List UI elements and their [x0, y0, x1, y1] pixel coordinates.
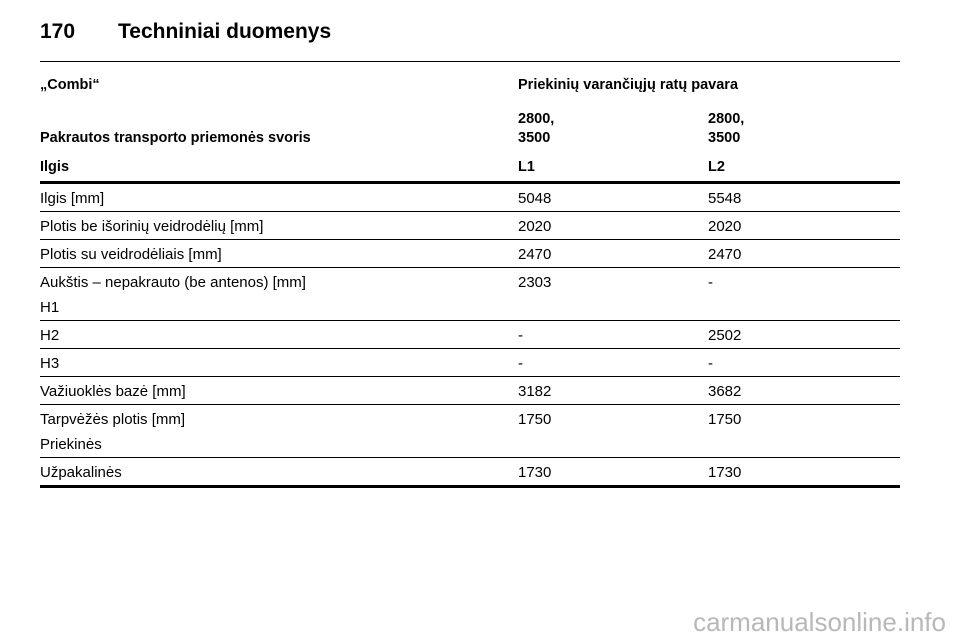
table-row: H3- -: [40, 348, 901, 377]
table-cell: 2502: [708, 320, 901, 349]
table-cell: -: [708, 348, 901, 377]
table-cell: Užpakalinės: [40, 457, 518, 488]
header-row: „Combi“ Priekinių varančiųjų ratų pavara: [40, 76, 900, 101]
table-cell: 1750: [708, 404, 901, 458]
table-row: Tarpvėžės plotis [mm] Priekinės 1750 1750: [40, 404, 901, 458]
page-title: Techniniai duomenys: [118, 20, 332, 43]
table-cell: 1730: [708, 457, 901, 488]
header-cell: 2800, 3500: [708, 111, 745, 146]
table-row: Ilgis [mm] 5048 5548: [40, 182, 901, 212]
table-cell: 5048: [518, 182, 708, 212]
table-cell: 2470: [708, 239, 901, 268]
table-cell: -: [518, 320, 708, 349]
table-cell: 3182: [518, 376, 708, 405]
table-cell: Tarpvėžės plotis [mm] Priekinės: [40, 404, 518, 458]
table-cell: 2470: [518, 239, 708, 268]
table-cell: 1730: [518, 457, 708, 488]
header-row: Ilgis L1 L2: [40, 152, 901, 184]
header-rule: [40, 61, 900, 62]
table-row: Plotis be išorinių veidrodėlių [mm] 2020 2…: [40, 211, 901, 240]
page-number: 170: [40, 20, 76, 43]
table-cell: Plotis be išorinių veidrodėlių [mm]: [40, 211, 518, 240]
table-cell: 1750: [518, 404, 708, 458]
header-cell: L1: [518, 152, 708, 184]
spec-table: „Combi“ Priekinių varančiųjų ratų pavara P…: [40, 76, 901, 488]
table-row: Plotis su veidrodėliais [mm] 2470 2470: [40, 239, 901, 268]
header-row: Pakrautos transporto priemonės svoris 280…: [40, 101, 900, 152]
table-cell: Važiuoklės bazė [mm]: [40, 376, 518, 405]
header-cell: L2: [708, 152, 901, 184]
table-cell: H2: [40, 320, 518, 349]
table-row: H2-2502: [40, 320, 901, 349]
table-cell: 2303: [518, 267, 708, 321]
table-cell: H3: [40, 348, 518, 377]
table-cell: 5548: [708, 182, 901, 212]
header-cell: 2800, 3500: [518, 111, 555, 146]
table-row: Užpakalinės 1730 1730: [40, 457, 901, 488]
table-cell: 2020: [708, 211, 901, 240]
table-cell: Aukštis – nepakrauto (be antenos) [mm] H…: [40, 267, 518, 321]
watermark: carmanualsonline.info: [693, 607, 946, 637]
table-cell: -: [518, 348, 708, 377]
header-cell: Ilgis: [40, 152, 518, 184]
table-cell: 2020: [518, 211, 708, 240]
header-cell: Pakrautos transporto priemonės svoris: [40, 130, 311, 146]
table-cell: Plotis su veidrodėliais [mm]: [40, 239, 518, 268]
table-row: Aukštis – nepakrauto (be antenos) [mm] H…: [40, 267, 901, 321]
table-cell: 3682: [708, 376, 901, 405]
table-cell: Ilgis [mm]: [40, 182, 518, 212]
header-cell: Priekinių varančiųjų ratų pavara: [518, 77, 739, 93]
header-cell: „Combi“: [40, 77, 100, 93]
table-row: Važiuoklės bazė [mm] 3182 3682: [40, 376, 901, 405]
table-cell: -: [708, 267, 901, 321]
